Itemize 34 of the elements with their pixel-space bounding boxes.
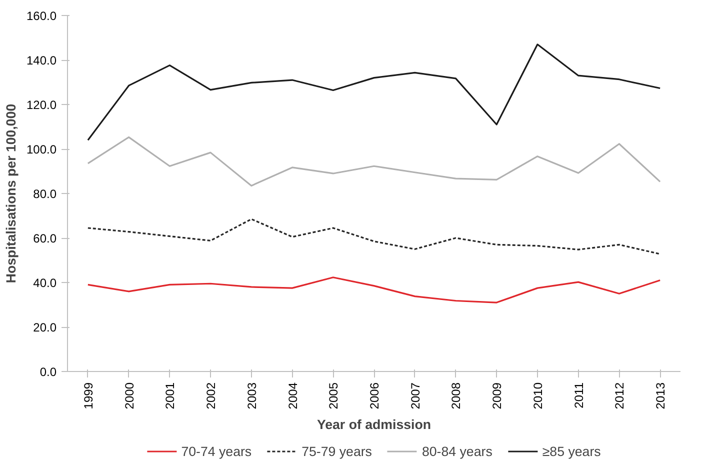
x-tick-label: 2000	[122, 382, 136, 410]
y-tick-label: 160.0	[26, 9, 57, 23]
x-tick-label: 2009	[490, 382, 504, 410]
line-series	[87, 276, 661, 304]
y-tick-label: 0.0	[40, 365, 57, 379]
y-tick-label: 40.0	[33, 276, 57, 290]
y-tick-label: 80.0	[33, 187, 57, 201]
legend-label: 75-79 years	[302, 444, 372, 458]
y-tick-label: 140.0	[26, 54, 57, 68]
x-tick-label: 2012	[612, 382, 627, 410]
y-tick-label: 60.0	[33, 232, 57, 246]
y-axis-title: Hospitalisations per 100,000	[3, 104, 18, 284]
y-tick-label: 20.0	[33, 320, 57, 334]
x-tick-label: 2007	[408, 382, 422, 410]
x-tick-label: 2006	[368, 382, 382, 410]
legend-label: 70-74 years	[181, 444, 252, 458]
x-tick-label: 2003	[244, 382, 259, 410]
x-tick-label: 2008	[449, 382, 464, 410]
legend-label: ≥85 years	[542, 444, 601, 458]
x-tick-label: 2001	[163, 382, 178, 410]
x-tick-label: 2010	[530, 382, 545, 410]
y-tick-label: 120.0	[26, 98, 57, 112]
x-tick-label: 1999	[81, 382, 96, 410]
legend-label: 80-84 years	[422, 444, 492, 458]
x-axis-title: Year of admission	[316, 417, 432, 432]
line-series	[87, 44, 661, 141]
x-tick-label: 2005	[326, 382, 341, 410]
x-tick-label: 2011	[572, 382, 586, 408]
line-series	[87, 218, 661, 255]
y-tick-label: 100.0	[26, 142, 57, 156]
line-series	[87, 136, 661, 187]
x-tick-label: 2013	[654, 382, 668, 410]
x-tick-label: 2004	[286, 382, 300, 410]
x-tick-label: 2002	[204, 382, 218, 410]
